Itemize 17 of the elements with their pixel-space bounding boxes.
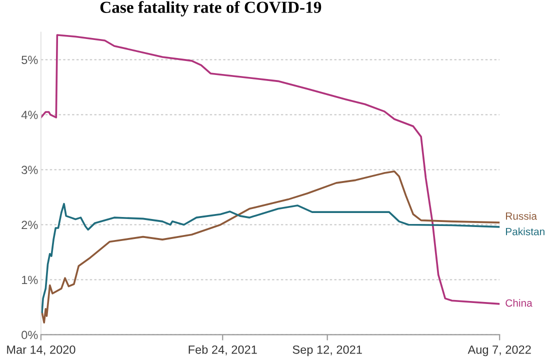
y-tick-label: 2% xyxy=(22,220,38,230)
y-tick-label: 4% xyxy=(21,110,38,120)
chart-title: Case fatality rate of COVID-19 xyxy=(100,1,322,16)
x-tick-label: Sep 12, 2021 xyxy=(292,345,362,356)
series-label: China xyxy=(506,299,532,307)
x-tick-label: Aug 7, 2022 xyxy=(468,345,531,356)
series-label: Russia xyxy=(506,212,537,220)
y-tick-label: 0% xyxy=(22,330,38,340)
x-tick-label: Feb 24, 2021 xyxy=(188,345,257,356)
y-tick-label: 1% xyxy=(22,276,38,284)
line-series xyxy=(41,202,500,314)
line-series xyxy=(41,170,500,324)
y-tick-label: 3% xyxy=(22,166,38,174)
line-series xyxy=(40,34,500,305)
series-label: Pakistan xyxy=(506,228,544,236)
y-tick-label: 5% xyxy=(22,56,38,64)
x-tick-label: Mar 14, 2020 xyxy=(7,345,76,356)
